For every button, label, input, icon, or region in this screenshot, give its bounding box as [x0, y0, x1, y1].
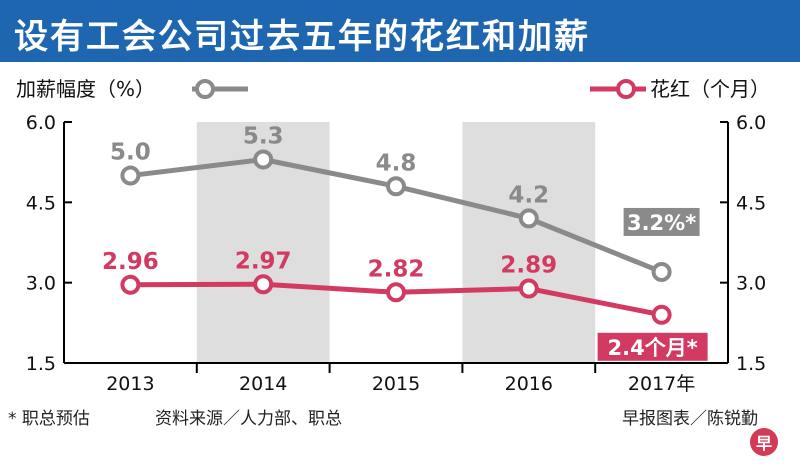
y-tick-label-right: 3.0 [736, 273, 766, 295]
y-tick-label-left: 4.5 [26, 192, 56, 214]
chart-area: 6.0 6.0 4.5 4.5 3.0 3.0 1.5 1.5 2013 2014 2015 2016… [0, 62, 800, 402]
data-label: 2.96 [102, 249, 159, 275]
footnote: * 职总预估 [8, 409, 90, 429]
y-tick-label-right: 1.5 [736, 353, 766, 375]
title-bar: 设有工会公司过去五年的花红和加薪 [0, 0, 800, 62]
data-point [120, 274, 141, 295]
legend-marker-raise [195, 79, 215, 99]
line-chart: 6.0 6.0 4.5 4.5 3.0 3.0 1.5 1.5 2013 2014 2015 2016… [16, 77, 770, 395]
legend-label-raise: 加薪幅度（%） [16, 77, 155, 101]
data-point [651, 304, 672, 325]
data-point [120, 165, 141, 186]
data-label: 5.0 [110, 140, 151, 166]
data-label: 3.2%* [627, 211, 696, 235]
data-label: 2.97 [235, 248, 292, 274]
data-point [386, 282, 406, 303]
data-label: 2.89 [500, 253, 557, 279]
y-tick-label-left: 1.5 [26, 353, 56, 375]
data-label: 2.82 [368, 256, 425, 282]
data-label-box [597, 332, 708, 361]
data-point [386, 176, 406, 197]
zaobao-logo-stamp: 早 [750, 428, 778, 456]
y-tick-label-right: 6.0 [736, 112, 766, 134]
y-tick-label-right: 4.5 [736, 192, 766, 214]
credit-note: 早报图表／陈锐勤 [622, 409, 758, 429]
x-tick-label: 2014 [239, 373, 287, 395]
x-tick-label: 2017年 [628, 373, 695, 395]
data-point [518, 208, 539, 229]
data-label-box [623, 207, 700, 236]
data-point [518, 278, 539, 299]
data-label: 2.4个月* [608, 336, 698, 360]
year-band-3 [462, 122, 596, 363]
legend-marker-bonus [616, 79, 636, 99]
data-label: 5.3 [243, 123, 284, 149]
data-point [651, 261, 672, 282]
x-tick-label: 2015 [372, 373, 420, 395]
data-point [253, 274, 274, 295]
data-label: 4.8 [376, 150, 417, 176]
source-note: 资料来源／人力部、职总 [155, 409, 342, 429]
x-tick-label: 2016 [505, 373, 553, 395]
x-tick-label: 2013 [106, 373, 154, 395]
data-label: 4.2 [508, 182, 549, 208]
chart-title: 设有工会公司过去五年的花红和加薪 [14, 17, 590, 57]
legend-label-bonus: 花红（个月） [650, 77, 770, 101]
y-tick-label-left: 6.0 [26, 112, 56, 134]
data-point [253, 149, 274, 170]
y-tick-label-left: 3.0 [26, 273, 56, 295]
